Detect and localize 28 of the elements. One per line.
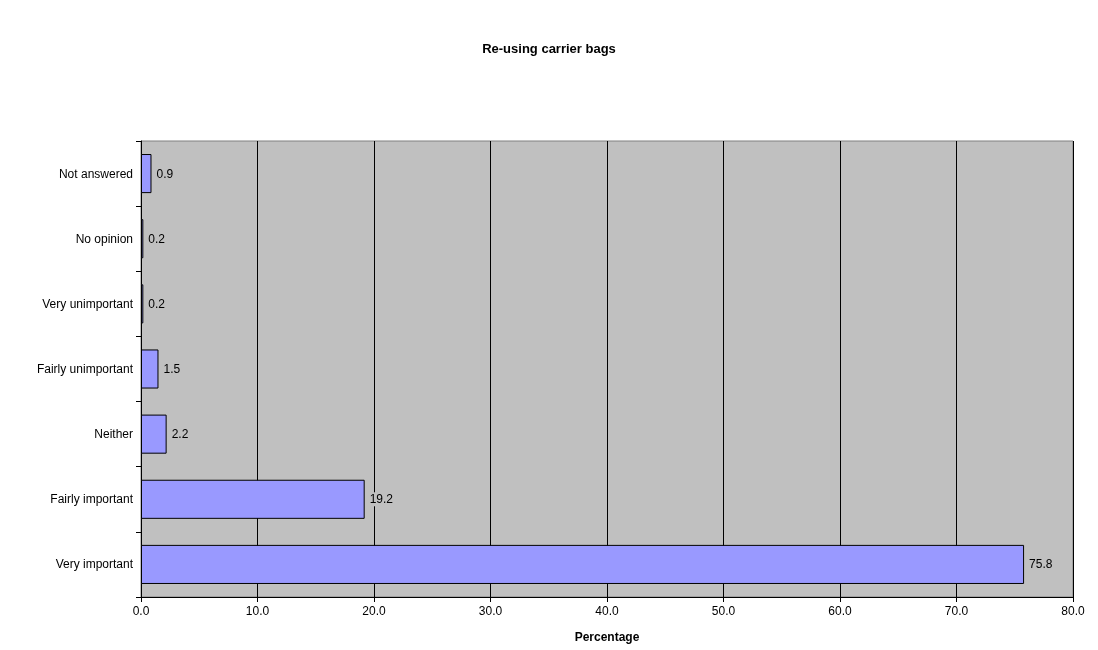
data-label: 19.2 (369, 492, 394, 507)
x-tick-label: 10.0 (245, 604, 270, 618)
y-tick-label: Neither (94, 427, 133, 442)
y-tick-label: Fairly unimportant (36, 362, 134, 376)
x-tick-label: 40.0 (595, 604, 619, 618)
data-label: 2.2 (171, 427, 189, 442)
x-tick-label: 70.0 (944, 604, 969, 618)
x-tick-label: 20.0 (362, 604, 386, 618)
bar (141, 414, 167, 454)
bar (141, 154, 152, 194)
data-label: 0.2 (148, 231, 166, 246)
x-axis-title: Percentage (574, 630, 640, 644)
chart-title: Re-using carrier bags (482, 41, 616, 56)
x-tick-label: 80.0 (1061, 604, 1085, 618)
y-tick-label: Fairly important (50, 492, 134, 507)
x-tick-label: 60.0 (828, 604, 852, 618)
x-tick-label: 30.0 (478, 604, 503, 618)
data-label: 75.8 (1029, 557, 1053, 572)
x-tick-label: 50.0 (711, 604, 736, 618)
y-tick-label: No opinion (75, 231, 133, 246)
y-tick-label: Very unimportant (42, 296, 134, 311)
data-label: 1.5 (163, 362, 181, 376)
data-label: 0.2 (148, 296, 166, 311)
y-tick-label: Not answered (58, 166, 133, 181)
y-tick-label: Very important (55, 557, 134, 572)
bar (141, 349, 159, 389)
x-tick-label: 0.0 (132, 604, 150, 618)
data-label: 0.9 (156, 166, 174, 181)
